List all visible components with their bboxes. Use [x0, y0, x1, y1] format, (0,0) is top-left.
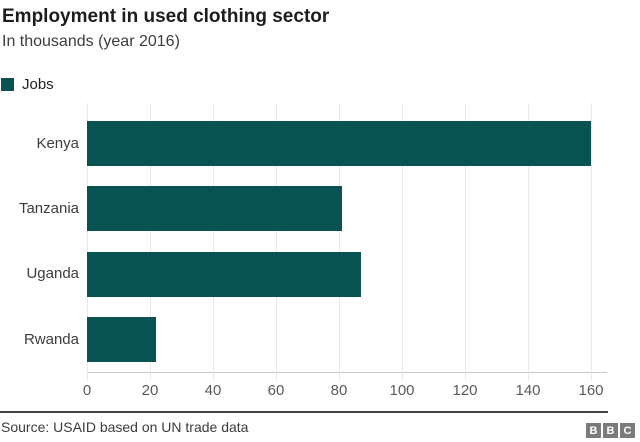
category-label-kenya: Kenya: [36, 134, 79, 152]
gridline-x-20: [150, 103, 151, 380]
source-text: Source: USAID based on UN trade data: [1, 419, 249, 435]
x-tick-label-100: 100: [389, 382, 415, 399]
category-label-tanzania: Tanzania: [18, 199, 79, 217]
footer-divider: [0, 411, 608, 413]
legend-swatch-icon: [1, 78, 14, 91]
bar-tanzania: [87, 186, 343, 232]
gridline-x-160: [591, 103, 592, 380]
legend-label: Jobs: [22, 76, 54, 93]
chart-subtitle: In thousands (year 2016): [2, 33, 180, 50]
x-tick-label-160: 160: [578, 382, 604, 399]
legend: Jobs: [1, 76, 54, 93]
x-tick-label-40: 40: [204, 382, 222, 399]
x-tick-label-20: 20: [141, 382, 159, 399]
gridline-x-0: [87, 103, 88, 380]
bar-rwanda: [87, 317, 157, 363]
category-label-uganda: Uganda: [26, 265, 79, 283]
x-tick-label-80: 80: [330, 382, 348, 399]
gridline-x-40: [213, 103, 214, 380]
bbc-logo-block-2: B: [603, 423, 618, 438]
gridline-x-80: [339, 103, 340, 380]
gridline-x-60: [276, 103, 277, 380]
category-label-rwanda: Rwanda: [23, 330, 79, 348]
x-tick-label-0: 0: [82, 382, 92, 399]
chart-title: Employment in used clothing sector: [2, 6, 330, 27]
gridline-x-100: [402, 103, 403, 380]
bbc-logo-block-3: C: [620, 423, 635, 438]
x-tick-label-120: 120: [452, 382, 478, 399]
bar-uganda: [87, 251, 362, 297]
bbc-logo-block-1: B: [586, 423, 601, 438]
bar-kenya: [87, 121, 591, 166]
x-tick-label-140: 140: [515, 382, 541, 399]
plot-area: 0 20 40 60 80 100 120 140 160: [83, 103, 607, 399]
gridline-x-120: [465, 103, 466, 380]
x-tick-label-60: 60: [267, 382, 285, 399]
gridline-x-140: [528, 103, 529, 380]
